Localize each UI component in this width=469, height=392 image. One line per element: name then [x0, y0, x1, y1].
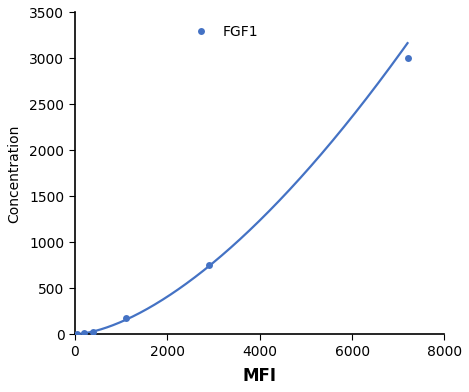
- FGF1: [206, 263, 212, 268]
- FGF1: [81, 331, 87, 336]
- FGF1: [123, 316, 129, 321]
- FGF1: [74, 332, 80, 337]
- Y-axis label: Concentration: Concentration: [7, 124, 21, 223]
- FGF1: [405, 56, 410, 61]
- X-axis label: MFI: MFI: [242, 367, 277, 385]
- FGF1: [91, 329, 96, 334]
- Line: FGF1: FGF1: [74, 55, 411, 338]
- Legend: FGF1: FGF1: [185, 19, 264, 45]
